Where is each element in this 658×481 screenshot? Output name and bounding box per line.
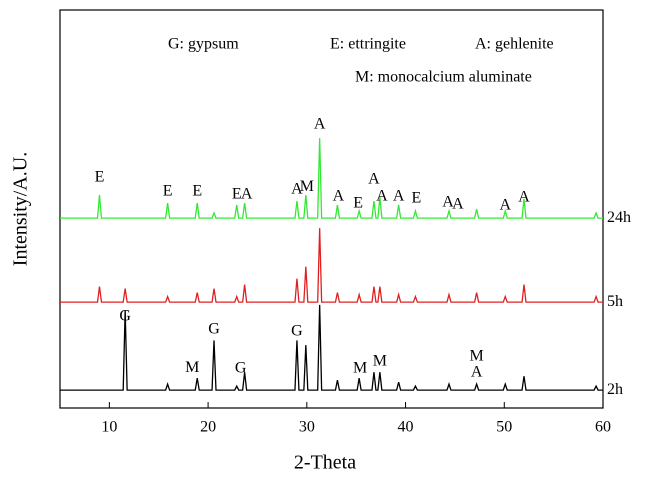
x-tick-label: 40 [398,419,414,436]
peak-label: E [412,190,422,207]
x-tick-label: 50 [496,419,512,436]
peak-label: G [291,323,303,340]
peak-label: M [300,178,314,195]
peak-label: A [241,186,253,203]
peak-label: E [95,169,105,186]
peak-label: A [499,196,511,213]
peak-label: A [376,188,388,205]
note: E: ettringite [330,36,406,53]
peak-label: M [373,353,387,370]
series-line [60,228,603,303]
peak-label: E [163,183,173,200]
note: A: gehlenite [475,36,554,53]
peak-label: G [119,308,131,325]
series-label: 24h [607,209,631,226]
peak-label: A [333,188,345,205]
x-tick-label: 20 [200,419,216,436]
peak-label: A [442,194,454,211]
peak-label: G [235,360,247,377]
peak-label: A [393,188,405,205]
peak-label: M [353,360,367,377]
peak-label: M [470,348,484,365]
x-tick-label: 30 [299,419,315,436]
x-tick-label: 60 [595,419,611,436]
x-axis-label: 2-Theta [294,452,356,474]
peak-label: A [291,181,303,198]
peak-label: M [185,359,199,376]
y-axis-label: Intensity/A.U. [10,152,32,266]
note: M: monocalcium aluminate [355,69,532,86]
peak-label: A [314,116,326,133]
peak-label: E [353,194,363,211]
peak-label: A [452,196,464,213]
peak-label: G [208,321,220,338]
peak-label: E [232,186,242,203]
series-line [60,304,603,391]
plot-frame [59,9,604,409]
peak-label: E [192,183,202,200]
peak-label: A [368,171,380,188]
series-label: 5h [607,293,623,310]
x-tick-label: 10 [101,419,117,436]
series-line [60,138,603,219]
note: G: gypsum [168,36,239,53]
peak-label: A [518,189,530,206]
peak-label: A [471,364,483,381]
series-label: 2h [607,381,623,398]
